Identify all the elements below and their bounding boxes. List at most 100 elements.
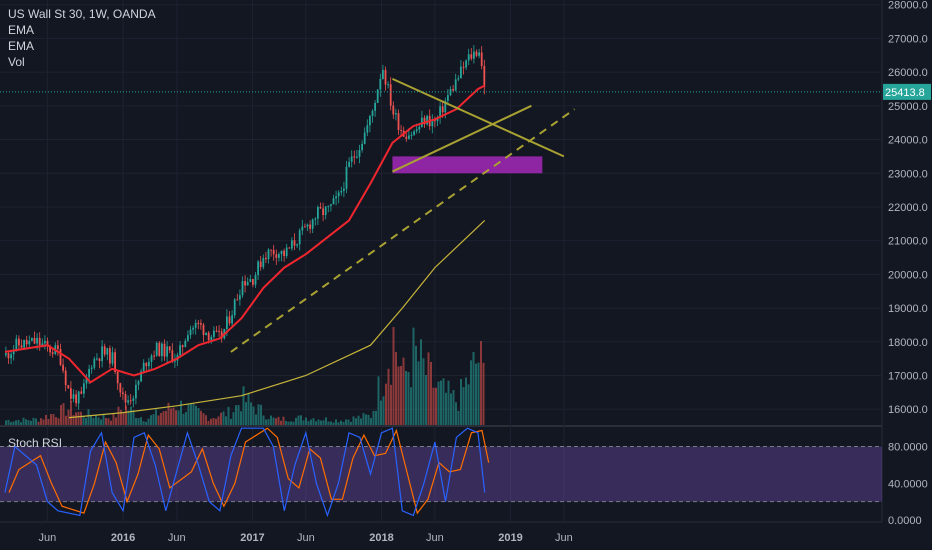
volume-bar [402,357,405,425]
volume-bar [482,362,485,425]
volume-label[interactable]: Vol [8,55,25,69]
candle-body [57,345,59,350]
volume-bar [467,384,470,425]
volume-bar [47,418,50,425]
candle-body [457,78,460,80]
candle-body [205,332,207,335]
candle-body [460,66,462,79]
candle-body [246,282,249,286]
ema-slow-label[interactable]: EMA [8,39,35,53]
candle-body [397,113,400,130]
volume-bar [87,409,90,425]
volume-bar [400,365,402,425]
candle-body [311,219,314,229]
volume-bar [472,352,475,425]
volume-bar [422,358,425,425]
volume-bar [477,362,480,425]
volume-bars [5,327,485,425]
volume-bar [242,386,245,425]
rsi-tick-label: 40.0000 [888,478,928,490]
stoch-rsi-title[interactable]: Stoch RSI [8,436,63,450]
volume-bar [300,415,302,425]
volume-bar [12,421,15,425]
volume-bar [82,416,85,425]
candle-body [215,330,218,332]
volume-bar [365,414,367,425]
candle-body [257,261,259,276]
candle-body [467,54,470,61]
volume-bar [85,418,87,425]
candle-body [241,281,244,296]
volume-bar [245,402,247,425]
volume-bar [355,418,357,425]
candle-body [51,352,54,354]
volume-bar [122,411,125,425]
candle-body [410,134,413,136]
volume-bar [62,403,65,425]
volume-bar [425,374,427,425]
candle-body [64,370,67,386]
volume-bar [57,418,60,425]
candle-body [317,207,319,219]
price-tick-label: 19000.0 [888,303,928,315]
volume-bar [470,360,472,425]
candle-body [239,295,241,300]
volume-bar [135,418,137,425]
candle-body [194,322,197,328]
volume-bar [432,387,435,425]
volume-bar [280,420,282,425]
candle-body [44,340,46,344]
candle-body [150,355,153,362]
volume-bar [190,403,192,425]
volume-bar [340,420,342,425]
price-tick-label: 24000.0 [888,135,928,147]
candle-body [85,377,88,384]
volume-bar [170,408,172,425]
volume-bar [127,410,130,425]
volume-bar [307,421,310,425]
volume-bar [360,418,362,425]
last-price-label: 25413.8 [885,87,925,99]
candle-body [392,105,395,115]
candle-body [475,51,478,56]
volume-bar [52,414,55,425]
volume-bar [275,418,277,425]
volume-bar [367,414,370,425]
volume-bar [227,406,230,425]
volume-bar [285,420,287,425]
candle-body [218,330,220,332]
candle-body [171,350,174,362]
candle-body [75,394,77,404]
volume-bar [347,419,350,425]
volume-bar [132,410,135,425]
volume-bar [325,417,327,425]
ema-fast-label[interactable]: EMA [8,23,35,37]
candle-body [374,102,376,111]
volume-bar [125,405,127,425]
candle-body [249,279,252,283]
candle-body [319,207,322,209]
volume-bar [440,380,442,425]
candle-body [431,120,434,127]
time-tick-label: 2016 [111,532,135,544]
stoch-rsi-k-line [4,427,486,518]
volume-bar [217,416,220,425]
volume-bar [405,371,407,425]
candle-body [408,135,410,139]
candle-body [387,84,389,86]
candle-body [288,247,291,249]
volume-bar [37,421,40,425]
volume-bar [215,418,217,425]
candle-body [83,383,85,394]
volume-bar [180,400,182,425]
volume-bar [442,378,445,425]
volume-bar [250,402,252,425]
candle-body [304,226,306,228]
candle-body [327,205,330,207]
candle-body [436,117,439,121]
price-tick-label: 23000.0 [888,168,928,180]
volume-bar [167,402,170,425]
symbol-title[interactable]: US Wall St 30, 1W, OANDA [8,7,156,21]
volume-bar [172,407,175,425]
